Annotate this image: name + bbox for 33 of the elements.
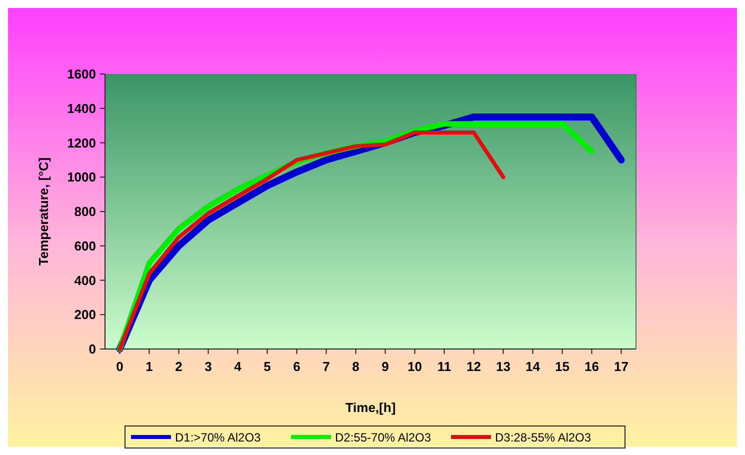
x-tick-label: 13 xyxy=(496,359,510,374)
legend-label: D3:28-55% Al2O3 xyxy=(495,430,592,445)
x-tick-label: 14 xyxy=(526,359,541,374)
x-tick-label: 0 xyxy=(116,359,124,374)
x-tick-label: 5 xyxy=(264,359,271,374)
x-tick-label: 4 xyxy=(234,359,242,374)
x-tick-label: 2 xyxy=(175,359,182,374)
x-tick-label: 17 xyxy=(614,359,628,374)
y-axis-title: Temperature, [°C] xyxy=(36,157,51,266)
x-tick-label: 10 xyxy=(408,359,422,374)
y-tick-label: 1600 xyxy=(67,66,96,82)
x-tick-label: 12 xyxy=(466,359,481,374)
y-tick-label: 400 xyxy=(74,272,96,288)
y-tick-label: 600 xyxy=(74,238,96,254)
y-tick-label: 0 xyxy=(88,342,96,357)
x-tick-label: 8 xyxy=(352,359,360,374)
legend-label: D2:55-70% Al2O3 xyxy=(335,430,432,445)
x-tick-label: 16 xyxy=(584,359,599,374)
x-tick-label: 11 xyxy=(437,359,452,374)
line-series xyxy=(118,130,506,351)
x-tick-label: 1 xyxy=(146,359,153,374)
y-tick-label: 1000 xyxy=(67,170,96,185)
x-tick-label: 15 xyxy=(555,359,570,374)
legend-label: D1:>70% Al2O3 xyxy=(175,430,262,445)
y-tick-label: 1200 xyxy=(67,135,96,150)
y-tick-label: 1400 xyxy=(67,100,96,116)
x-tick-label: 7 xyxy=(322,359,330,374)
x-tick-label: 9 xyxy=(382,359,389,374)
x-axis-title: Time,[h] xyxy=(345,400,396,415)
y-tick-label: 800 xyxy=(74,204,96,220)
x-tick-label: 6 xyxy=(293,359,300,374)
x-tick-label: 3 xyxy=(204,359,212,374)
y-tick-label: 200 xyxy=(74,307,96,322)
